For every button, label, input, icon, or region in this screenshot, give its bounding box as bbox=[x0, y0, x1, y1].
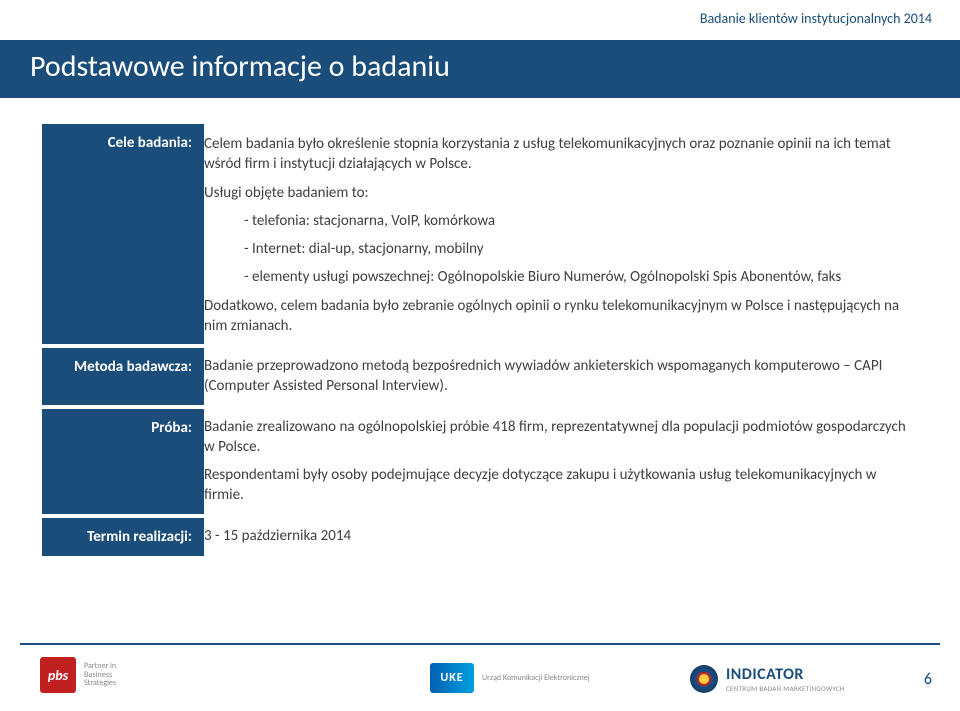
row-label: Cele badania: bbox=[42, 124, 204, 346]
indicator-logo-text-block: INDICATOR CENTRUM BADAŃ MARKETINGOWYCH bbox=[726, 665, 845, 693]
row-paragraph: Celem badania było określenie stopnia ko… bbox=[204, 134, 906, 175]
row-body: Badanie przeprowadzono metodą bezpośredn… bbox=[204, 346, 918, 407]
row-paragraph: Badanie przeprowadzono metodą bezpośredn… bbox=[204, 356, 906, 397]
uke-logo: UKE Urząd Komunikacji Elektronicznej bbox=[430, 663, 590, 693]
row-paragraph: Usługi objęte badaniem to: bbox=[204, 183, 906, 203]
table-row: Metoda badawcza:Badanie przeprowadzono m… bbox=[42, 346, 918, 407]
indicator-logo-text: INDICATOR bbox=[726, 665, 845, 684]
row-paragraph: - Internet: dial-up, stacjonarny, mobiln… bbox=[204, 239, 906, 259]
row-paragraph: - telefonia: stacjonarna, VoIP, komórkow… bbox=[204, 211, 906, 231]
pbs-tagline: Partner in Business Strategies bbox=[84, 662, 116, 688]
pbs-tagline-3: Strategies bbox=[84, 679, 116, 688]
uke-logo-sub: Urząd Komunikacji Elektronicznej bbox=[482, 673, 590, 683]
content-area: Cele badania:Celem badania było określen… bbox=[42, 124, 918, 560]
row-paragraph: Dodatkowo, celem badania było zebranie o… bbox=[204, 296, 906, 337]
row-paragraph: Badanie zrealizowano na ogólnopolskiej p… bbox=[204, 417, 906, 458]
indicator-logo-sub: CENTRUM BADAŃ MARKETINGOWYCH bbox=[726, 684, 845, 693]
indicator-logo-dot bbox=[699, 674, 709, 684]
table-row: Termin realizacji:3 - 15 października 20… bbox=[42, 516, 918, 558]
row-label: Metoda badawcza: bbox=[42, 346, 204, 407]
uke-logo-icon: UKE bbox=[430, 663, 474, 693]
row-body: Badanie zrealizowano na ogólnopolskiej p… bbox=[204, 407, 918, 516]
indicator-logo: INDICATOR CENTRUM BADAŃ MARKETINGOWYCH bbox=[690, 665, 845, 693]
table-row: Cele badania:Celem badania było określen… bbox=[42, 124, 918, 346]
indicator-logo-icon bbox=[690, 665, 718, 693]
header-tag: Badanie klientów instytucjonalnych 2014 bbox=[700, 10, 932, 27]
footer-divider bbox=[20, 643, 940, 645]
slide: Badanie klientów instytucjonalnych 2014 … bbox=[0, 0, 960, 711]
info-table: Cele badania:Celem badania było określen… bbox=[42, 124, 918, 560]
row-body: 3 - 15 października 2014 bbox=[204, 516, 918, 558]
row-body: Celem badania było określenie stopnia ko… bbox=[204, 124, 918, 346]
row-paragraph: - elementy usługi powszechnej: Ogólnopol… bbox=[204, 267, 906, 287]
pbs-logo: pbs Partner in Business Strategies bbox=[40, 657, 116, 693]
slide-title: Podstawowe informacje o badaniu bbox=[30, 48, 450, 85]
table-row: Próba:Badanie zrealizowano na ogólnopols… bbox=[42, 407, 918, 516]
uke-logo-text: UKE bbox=[440, 671, 463, 685]
row-paragraph: 3 - 15 października 2014 bbox=[204, 526, 906, 546]
footer: pbs Partner in Business Strategies UKE U… bbox=[0, 643, 960, 699]
row-label: Próba: bbox=[42, 407, 204, 516]
pbs-logo-text: pbs bbox=[48, 667, 68, 684]
row-paragraph: Respondentami były osoby podejmujące dec… bbox=[204, 465, 906, 506]
pbs-logo-icon: pbs bbox=[40, 657, 76, 693]
row-label: Termin realizacji: bbox=[42, 516, 204, 558]
page-number: 6 bbox=[924, 670, 932, 689]
